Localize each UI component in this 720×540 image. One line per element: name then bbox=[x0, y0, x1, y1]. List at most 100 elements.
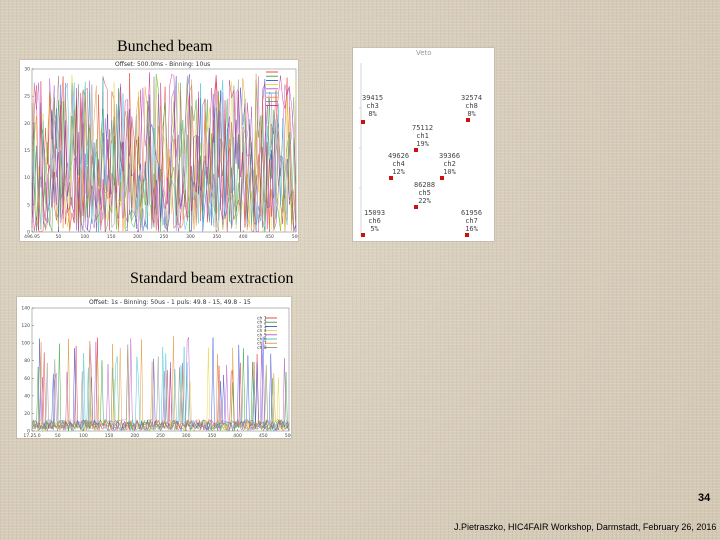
trace-line bbox=[31, 347, 290, 432]
trace-line bbox=[31, 76, 297, 233]
channel-2-readout: 39366 ch2 10% bbox=[439, 152, 460, 176]
channel-4-marker bbox=[389, 176, 393, 180]
channel-percent: 16% bbox=[465, 225, 478, 233]
trace-line bbox=[31, 336, 290, 432]
channel-6-readout: 15093 ch6 5% bbox=[364, 209, 385, 233]
x-tick-label: 350 bbox=[208, 433, 217, 438]
channel-3-readout: 39415 ch3 8% bbox=[362, 94, 383, 118]
legend-label: ch 5 bbox=[257, 332, 267, 338]
channel-6-marker bbox=[361, 233, 365, 237]
x-tick-label: 400 bbox=[233, 433, 242, 438]
trace-line bbox=[31, 75, 297, 233]
legend-label: ch 6 bbox=[257, 337, 267, 343]
bunched-beam-chart: 0 5 10 15 20 25 30 496.95 50 100 150 200 250 300 350 40… bbox=[24, 67, 298, 241]
channel-value: 49626 bbox=[388, 152, 410, 160]
channel-percent: 8% bbox=[368, 110, 377, 118]
y-tick-label: 0 bbox=[27, 429, 30, 435]
page-number: 34 bbox=[698, 492, 711, 504]
channel-name: ch4 bbox=[392, 160, 405, 168]
y-tick-label: 25 bbox=[24, 94, 30, 100]
channel-5-readout: 86288 ch5 22% bbox=[414, 181, 435, 205]
x-tick-label: 17.25.0 bbox=[23, 433, 40, 438]
channel-value: 39415 bbox=[362, 94, 384, 102]
bunched-beam-plot: Offset: 500.0ms - Binning: 10us 0 5 10 15 20… bbox=[20, 60, 298, 241]
channel-percent: 8% bbox=[467, 110, 476, 118]
legend-label: ch 4 bbox=[257, 328, 267, 334]
y-tick-label: 100 bbox=[21, 341, 30, 347]
legend-label: ch 7 bbox=[257, 341, 267, 347]
x-tick-label: 50 bbox=[56, 234, 62, 240]
x-tick-label: 450 bbox=[259, 433, 268, 438]
y-tick-label: 40 bbox=[24, 393, 30, 399]
legend-label: ch 1 bbox=[257, 316, 267, 322]
channel-value: 86288 bbox=[414, 181, 436, 189]
x-tick-label: 500 bbox=[285, 433, 291, 438]
trace-line bbox=[31, 346, 290, 432]
channel-percent: 12% bbox=[392, 168, 405, 176]
channel-name: ch1 bbox=[416, 132, 429, 140]
trace-line bbox=[31, 344, 290, 432]
trace-line bbox=[31, 72, 297, 233]
y-tick-label: 15 bbox=[24, 148, 30, 154]
y-tick-label: 30 bbox=[24, 67, 30, 73]
trace-line bbox=[31, 336, 290, 432]
y-tick-label: 80 bbox=[24, 358, 30, 364]
channel-8-readout: 32574 ch8 8% bbox=[461, 94, 482, 118]
channel-value: 32574 bbox=[461, 94, 483, 102]
channel-value: 75112 bbox=[412, 124, 434, 132]
trace-line bbox=[31, 73, 297, 233]
x-tick-label: 300 bbox=[186, 234, 195, 240]
trace-line bbox=[31, 76, 297, 233]
x-tick-label: 250 bbox=[160, 234, 169, 240]
detector-map-axis bbox=[359, 63, 362, 236]
channel-value: 15093 bbox=[364, 209, 386, 217]
y-tick-label: 20 bbox=[24, 121, 30, 127]
channel-percent: 19% bbox=[416, 140, 429, 148]
x-tick-label: 200 bbox=[133, 234, 142, 240]
x-tick-label: 150 bbox=[107, 234, 116, 240]
plot-title: Offset: 500.0ms - Binning: 10us bbox=[115, 61, 211, 68]
standard-extraction-plot: Offset: 1s - Binning: 50us - 1 puls: 49.… bbox=[17, 297, 291, 438]
bunched-beam-label: Bunched beam bbox=[117, 38, 213, 55]
y-tick-label: 20 bbox=[24, 411, 30, 417]
y-tick-label: 120 bbox=[21, 323, 30, 329]
detector-map-title: Veto bbox=[416, 49, 432, 57]
channel-7-marker bbox=[465, 233, 469, 237]
channel-name: ch6 bbox=[368, 217, 381, 225]
legend-label: ch 8 bbox=[257, 345, 267, 351]
legend-label: ch 2 bbox=[257, 320, 267, 326]
y-tick-label: 0 bbox=[27, 230, 30, 236]
channel-5-marker bbox=[414, 205, 418, 209]
x-tick-label: 500 bbox=[292, 234, 298, 240]
x-tick-label: 250 bbox=[156, 433, 165, 438]
x-tick-label: 400 bbox=[239, 234, 248, 240]
y-tick-label: 60 bbox=[24, 376, 30, 382]
trace-line bbox=[31, 337, 290, 432]
veto-detector-map: Veto 39415 ch3 8% 32574 ch8 8% 75112 ch1… bbox=[353, 48, 494, 241]
channel-name: ch7 bbox=[465, 217, 478, 225]
channel-7-readout: 61956 ch7 16% bbox=[461, 209, 482, 233]
channel-name: ch2 bbox=[443, 160, 456, 168]
channel-percent: 22% bbox=[418, 197, 431, 205]
x-tick-label: 200 bbox=[131, 433, 140, 438]
footer-citation: J.Pietraszko, HIC4FAIR Workshop, Darmsta… bbox=[454, 522, 717, 532]
channel-name: ch8 bbox=[465, 102, 478, 110]
x-tick-label: 350 bbox=[213, 234, 222, 240]
channel-value: 61956 bbox=[461, 209, 483, 217]
channel-1-readout: 75112 ch1 19% bbox=[412, 124, 433, 148]
x-tick-label: 100 bbox=[81, 234, 90, 240]
trace-line bbox=[31, 337, 290, 432]
channel-percent: 10% bbox=[443, 168, 456, 176]
standard-extraction-label: Standard beam extraction bbox=[130, 270, 294, 287]
channel-3-marker bbox=[361, 120, 365, 124]
standard-extraction-chart: 0 20 40 60 80 100 120 140 17.25.0 50 100 150 200 250 3… bbox=[21, 306, 291, 439]
x-tick-label: 450 bbox=[265, 234, 274, 240]
x-tick-label: 496.95 bbox=[24, 234, 40, 240]
channel-4-readout: 49626 ch4 12% bbox=[388, 152, 409, 176]
trace-line bbox=[31, 343, 290, 432]
x-tick-label: 50 bbox=[55, 433, 61, 438]
y-tick-label: 5 bbox=[27, 202, 30, 208]
channel-8-marker bbox=[466, 118, 470, 122]
channel-value: 39366 bbox=[439, 152, 461, 160]
channel-1-marker bbox=[414, 148, 418, 152]
